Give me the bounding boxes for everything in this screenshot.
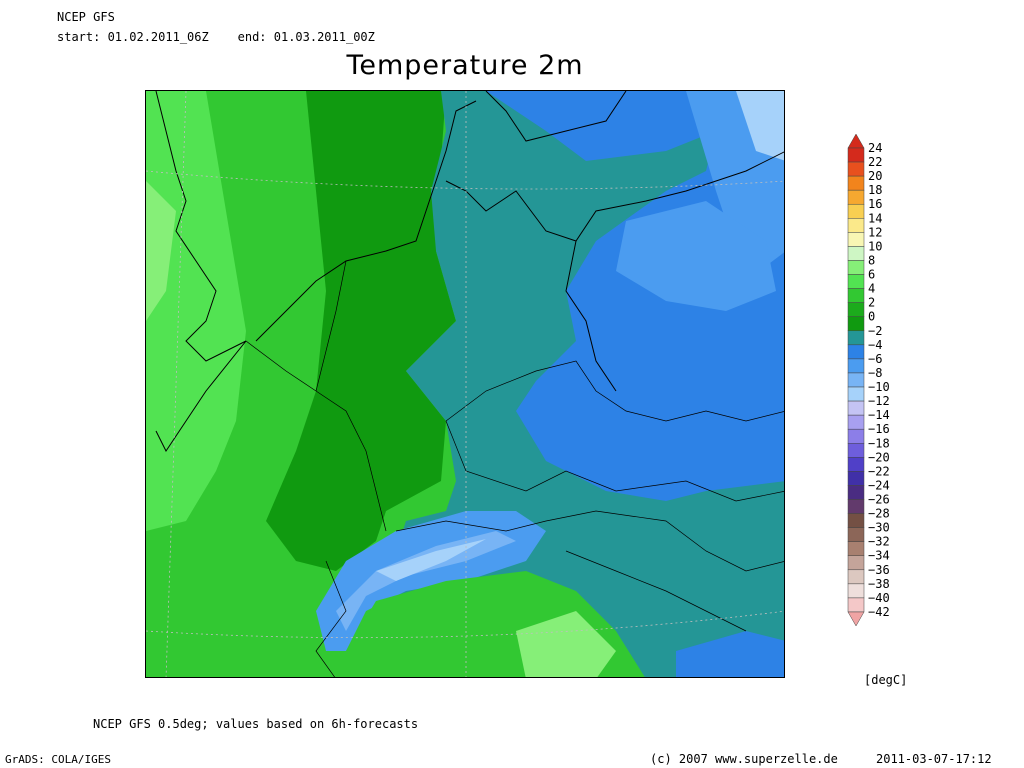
legend-level-label: −38 [868, 577, 890, 591]
legend-level-label: −20 [868, 450, 890, 464]
legend-level-label: −14 [868, 408, 890, 422]
temperature-map [145, 90, 785, 678]
legend-level-label: 0 [868, 310, 875, 324]
map-field-italy-warm [516, 611, 616, 677]
legend-level-label: −22 [868, 464, 890, 478]
map-field-0-2c [266, 91, 456, 571]
legend-swatch [847, 583, 865, 599]
legend-level-label: −42 [868, 605, 890, 619]
map-field-alps-cold [336, 531, 516, 631]
legend-swatch [847, 302, 865, 317]
legend-swatch [847, 344, 865, 360]
coastlines [155, 91, 784, 452]
legend-level-label: −30 [868, 521, 890, 535]
legend-level-label: 12 [868, 225, 882, 239]
legend-level-label: 8 [868, 253, 875, 267]
map-title: Temperature 2m [346, 50, 584, 81]
legend-level-label: −16 [868, 422, 890, 436]
legend-swatch [847, 485, 865, 500]
legend-level-label: −28 [868, 507, 890, 521]
legend-level-label: 16 [868, 197, 882, 211]
legend-level-label: −36 [868, 563, 890, 577]
legend-swatch [847, 358, 865, 374]
legend-level-label: −12 [868, 394, 890, 408]
legend-level-label: −10 [868, 380, 890, 394]
legend-swatch [847, 274, 865, 289]
legend-level-label: −6 [868, 352, 882, 366]
legend-level-label: −4 [868, 338, 882, 352]
legend-swatch [847, 499, 865, 514]
timestamp: 2011-03-07-17:12 [876, 752, 992, 766]
legend-swatch [847, 372, 865, 388]
legend-swatch [847, 428, 865, 444]
copyright: (c) 2007 www.superzelle.de [650, 752, 838, 766]
legend-swatch [847, 555, 865, 571]
legend-level-label: 18 [868, 183, 882, 197]
legend-swatch [847, 161, 865, 177]
legend-swatch [847, 414, 865, 430]
legend-level-label: 22 [868, 155, 882, 169]
legend-level-label: 10 [868, 239, 882, 253]
legend-swatch [847, 147, 865, 163]
legend-level-label: 2 [868, 296, 875, 310]
legend-level-label: −8 [868, 366, 882, 380]
legend-swatch [847, 218, 865, 233]
legend-swatch [847, 541, 865, 556]
legend-swatch [847, 457, 865, 472]
legend-level-label: 6 [868, 268, 875, 282]
legend-level-label: −26 [868, 493, 890, 507]
legend-swatch [847, 232, 865, 247]
legend-swatch [847, 400, 865, 416]
unit-label: [degC] [864, 673, 908, 687]
legend-swatch [847, 203, 865, 219]
map-field-alps-coldest [376, 539, 486, 581]
legend-swatch [847, 569, 865, 585]
legend-level-label: 20 [868, 169, 882, 183]
grads-credit: GrADS: COLA/IGES [5, 753, 111, 766]
legend-level-label: −18 [868, 436, 890, 450]
model-label: NCEP GFS [57, 10, 115, 24]
legend-swatch [847, 260, 865, 275]
graticule [146, 91, 784, 677]
legend-level-label: 4 [868, 282, 875, 296]
legend-arrow-bottom [847, 611, 865, 627]
legend-arrow-top [847, 133, 865, 149]
legend-swatch [847, 189, 865, 205]
legend-swatch [847, 316, 865, 332]
legend-swatch [847, 175, 865, 191]
legend-level-label: −24 [868, 478, 890, 492]
legend-swatch [847, 443, 865, 458]
legend-level-label: 14 [868, 211, 882, 225]
map-field-minus6-minus4c-east [616, 201, 776, 311]
map-field-4-6c [146, 91, 246, 531]
legend-level-label: −2 [868, 324, 882, 338]
legend-swatch [847, 527, 865, 542]
legend-swatch [847, 597, 865, 613]
legend-level-label: −34 [868, 549, 890, 563]
map-field-se-cold [676, 631, 784, 677]
legend-swatch [847, 386, 865, 402]
source-note: NCEP GFS 0.5deg; values based on 6h-fore… [93, 717, 419, 731]
legend-level-label: −40 [868, 591, 890, 605]
legend-level-label: −32 [868, 535, 890, 549]
legend-swatch [847, 471, 865, 486]
legend-level-label: 24 [868, 141, 882, 155]
legend-swatch [847, 288, 865, 303]
country-borders [245, 260, 784, 677]
map-field-6-8c-west [146, 181, 176, 321]
legend-swatch [847, 513, 865, 528]
legend-swatch [847, 330, 865, 346]
map-field-minus10-minus8c [736, 91, 784, 161]
legend-swatch [847, 246, 865, 261]
period-label: start: 01.02.2011_06Z end: 01.03.2011_00… [57, 30, 375, 44]
map-field-minus4-minus2c [486, 91, 784, 501]
